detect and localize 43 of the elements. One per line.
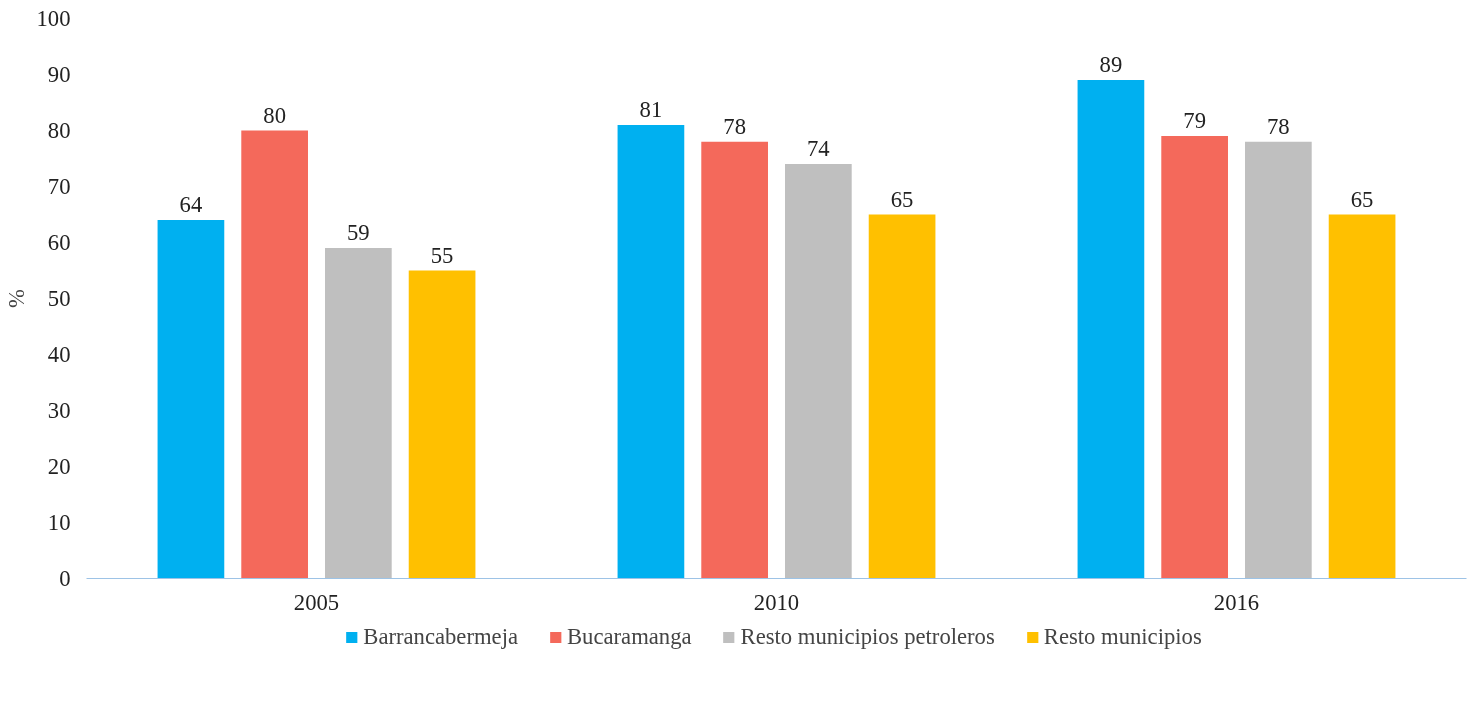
data-label: 78 xyxy=(1267,113,1290,139)
data-label: 89 xyxy=(1099,52,1123,78)
legend-label: Resto municipios petroleros xyxy=(740,624,995,650)
bar xyxy=(868,214,936,579)
bar xyxy=(1077,80,1145,579)
data-label: 55 xyxy=(430,242,454,268)
data-label: 81 xyxy=(639,96,663,122)
y-tick-label: 30 xyxy=(47,398,71,423)
data-label: 74 xyxy=(807,136,830,162)
bar xyxy=(1245,141,1312,579)
x-tick-label: 2010 xyxy=(753,589,800,615)
y-tick-label: 10 xyxy=(47,510,71,535)
bar xyxy=(408,270,476,579)
legend-label: Resto municipios xyxy=(1043,624,1202,650)
y-tick-label: 90 xyxy=(47,62,71,87)
data-label: 79 xyxy=(1183,108,1206,134)
bar xyxy=(785,164,852,579)
bar xyxy=(701,141,768,579)
y-tick-label: 50 xyxy=(47,286,71,311)
x-tick-label: 2016 xyxy=(1213,589,1260,615)
y-tick-label: 100 xyxy=(36,6,71,31)
data-label: 78 xyxy=(723,113,746,139)
legend-label: Bucaramanga xyxy=(566,624,692,650)
y-tick-label: 60 xyxy=(47,230,71,255)
y-tick-label: 40 xyxy=(47,342,71,367)
y-tick-label: 0 xyxy=(59,566,71,591)
legend-label: Barrancabermeja xyxy=(363,624,518,650)
data-label: 64 xyxy=(179,192,203,218)
bar xyxy=(241,130,308,579)
y-tick-label: 70 xyxy=(47,174,71,199)
data-label: 80 xyxy=(263,102,286,128)
y-axis-title: % xyxy=(3,288,29,308)
y-tick-label: 80 xyxy=(47,118,71,143)
bar xyxy=(617,124,685,579)
data-label: 59 xyxy=(347,220,370,246)
data-label: 65 xyxy=(890,186,914,212)
bar xyxy=(157,220,225,579)
bar xyxy=(1161,136,1228,579)
x-tick-label: 2005 xyxy=(293,589,340,615)
bar xyxy=(1328,214,1396,579)
bar xyxy=(325,248,392,579)
data-label: 65 xyxy=(1350,186,1374,212)
y-tick-label: 20 xyxy=(47,454,71,479)
